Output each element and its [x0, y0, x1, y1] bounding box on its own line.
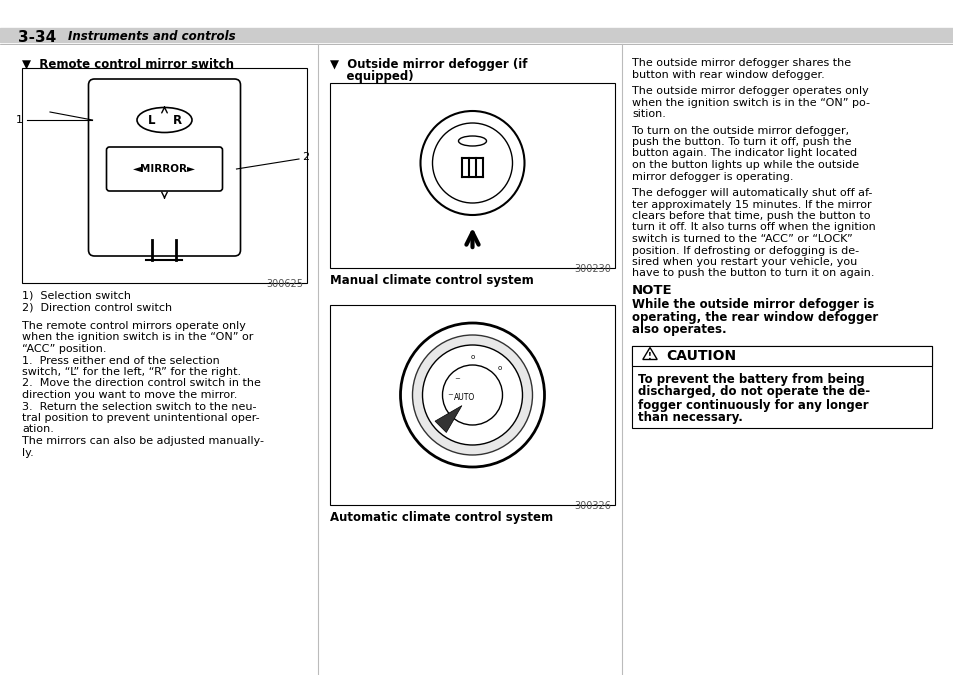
Text: 300326: 300326: [574, 501, 610, 511]
Circle shape: [412, 335, 532, 455]
Text: ter approximately 15 minutes. If the mirror: ter approximately 15 minutes. If the mir…: [631, 200, 871, 209]
Text: 300230: 300230: [574, 264, 610, 274]
FancyBboxPatch shape: [107, 147, 222, 191]
Ellipse shape: [458, 136, 486, 146]
Text: tral position to prevent unintentional oper-: tral position to prevent unintentional o…: [22, 413, 259, 423]
Text: 3-34: 3-34: [18, 30, 56, 45]
Text: discharged, do not operate the de-: discharged, do not operate the de-: [638, 385, 869, 398]
Text: 1)  Selection switch: 1) Selection switch: [22, 291, 131, 301]
Text: have to push the button to turn it on again.: have to push the button to turn it on ag…: [631, 269, 874, 279]
Text: switch, “L” for the left, “R” for the right.: switch, “L” for the left, “R” for the ri…: [22, 367, 241, 377]
Text: Instruments and controls: Instruments and controls: [68, 30, 235, 43]
Circle shape: [442, 365, 502, 425]
Text: than necessary.: than necessary.: [638, 412, 742, 425]
Text: 2: 2: [302, 152, 309, 162]
Text: The mirrors can also be adjusted manually-: The mirrors can also be adjusted manuall…: [22, 436, 264, 446]
Text: turn it off. It also turns off when the ignition: turn it off. It also turns off when the …: [631, 223, 875, 232]
Bar: [631, 346, 931, 365]
Text: To prevent the battery from being: To prevent the battery from being: [638, 373, 863, 385]
Text: The defogger will automatically shut off af-: The defogger will automatically shut off…: [631, 188, 871, 198]
Text: Manual climate control system: Manual climate control system: [330, 274, 533, 287]
FancyBboxPatch shape: [89, 79, 240, 256]
Text: 2.  Move the direction control switch in the: 2. Move the direction control switch in …: [22, 379, 260, 389]
Text: direction you want to move the mirror.: direction you want to move the mirror.: [22, 390, 237, 400]
Text: 1: 1: [16, 115, 23, 125]
Text: button with rear window defogger.: button with rear window defogger.: [631, 70, 824, 80]
Polygon shape: [435, 406, 461, 433]
Text: on the button lights up while the outside: on the button lights up while the outsid…: [631, 160, 859, 170]
Text: ~: ~: [454, 408, 459, 414]
Text: ▼  Remote control mirror switch: ▼ Remote control mirror switch: [22, 58, 233, 71]
Text: button again. The indicator light located: button again. The indicator light locate…: [631, 148, 856, 159]
Text: position. If defrosting or defogging is de-: position. If defrosting or defogging is …: [631, 246, 859, 256]
Text: ly.: ly.: [22, 448, 33, 458]
Circle shape: [420, 111, 524, 215]
Text: ~: ~: [454, 377, 459, 383]
Text: 3.  Return the selection switch to the neu-: 3. Return the selection switch to the ne…: [22, 402, 256, 412]
Text: equipped): equipped): [330, 70, 414, 83]
Text: 300625: 300625: [266, 279, 303, 289]
Text: To turn on the outside mirror defogger,: To turn on the outside mirror defogger,: [631, 126, 848, 136]
Text: The outside mirror defogger shares the: The outside mirror defogger shares the: [631, 58, 850, 68]
Text: ation.: ation.: [22, 425, 53, 435]
Circle shape: [400, 323, 544, 467]
Text: 2)  Direction control switch: 2) Direction control switch: [22, 303, 172, 313]
Text: The outside mirror defogger operates only: The outside mirror defogger operates onl…: [631, 86, 868, 96]
Circle shape: [422, 345, 522, 445]
Circle shape: [432, 123, 512, 203]
Text: when the ignition switch is in the “ON” po-: when the ignition switch is in the “ON” …: [631, 97, 869, 107]
Text: o: o: [470, 354, 475, 360]
Bar: [22, 68, 307, 283]
Text: Automatic climate control system: Automatic climate control system: [330, 511, 553, 524]
Text: sition.: sition.: [631, 109, 665, 119]
Text: fogger continuously for any longer: fogger continuously for any longer: [638, 398, 868, 412]
Text: mirror defogger is operating.: mirror defogger is operating.: [631, 171, 793, 182]
Text: operating, the rear window defogger: operating, the rear window defogger: [631, 310, 878, 323]
Text: o: o: [497, 365, 501, 371]
Text: !: !: [647, 352, 651, 361]
Text: ▼  Outside mirror defogger (if: ▼ Outside mirror defogger (if: [330, 58, 527, 71]
Text: R: R: [172, 113, 182, 126]
Bar: [330, 305, 615, 505]
Text: ~: ~: [447, 392, 453, 398]
Text: also operates.: also operates.: [631, 323, 726, 336]
Text: when the ignition switch is in the “ON” or: when the ignition switch is in the “ON” …: [22, 333, 253, 342]
Bar: [0, 28, 953, 42]
Text: AUTO: AUTO: [454, 392, 475, 402]
Text: push the button. To turn it off, push the: push the button. To turn it off, push th…: [631, 137, 851, 147]
Text: L: L: [148, 113, 155, 126]
Text: sired when you restart your vehicle, you: sired when you restart your vehicle, you: [631, 257, 857, 267]
Text: switch is turned to the “ACC” or “LOCK”: switch is turned to the “ACC” or “LOCK”: [631, 234, 852, 244]
Bar: [330, 83, 615, 268]
Text: ◄MIRROR►: ◄MIRROR►: [132, 164, 195, 174]
Text: clears before that time, push the button to: clears before that time, push the button…: [631, 211, 869, 221]
Polygon shape: [642, 348, 657, 360]
Text: CAUTION: CAUTION: [665, 348, 736, 362]
Ellipse shape: [137, 107, 192, 132]
Bar: [631, 346, 931, 427]
Text: NOTE: NOTE: [631, 284, 672, 297]
Text: “ACC” position.: “ACC” position.: [22, 344, 107, 354]
Text: The remote control mirrors operate only: The remote control mirrors operate only: [22, 321, 246, 331]
Text: 1.  Press either end of the selection: 1. Press either end of the selection: [22, 356, 219, 365]
Text: While the outside mirror defogger is: While the outside mirror defogger is: [631, 298, 873, 311]
